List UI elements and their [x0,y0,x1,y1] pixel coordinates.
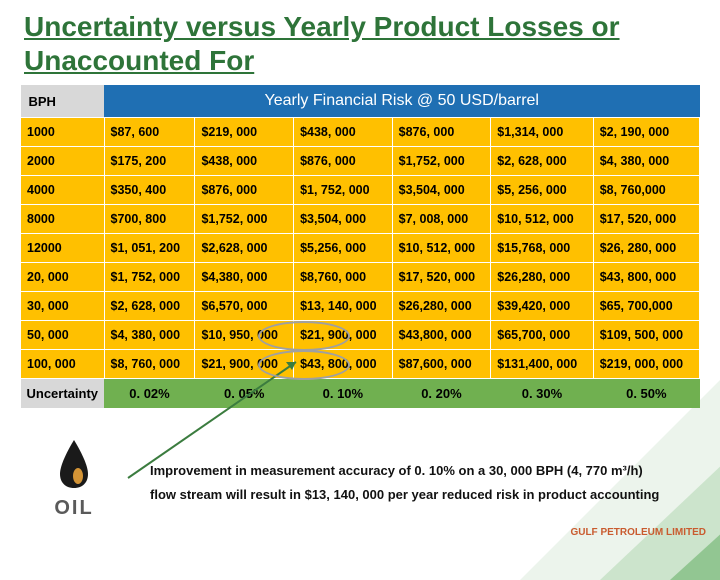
value-cell: $43, 800, 000 [593,263,699,292]
bph-cell: 20, 000 [21,263,105,292]
value-cell: $438, 000 [294,118,393,147]
footer-brand: GULF PETROLEUM LIMITED [570,527,706,538]
value-cell: $2, 628, 000 [104,292,195,321]
uncertainty-pct: 0. 20% [392,379,491,409]
value-cell: $1, 051, 200 [104,234,195,263]
value-cell: $4, 380, 000 [104,321,195,350]
value-cell: $2,628, 000 [195,234,294,263]
value-cell: $65, 700,000 [593,292,699,321]
value-cell: $175, 200 [104,147,195,176]
bph-cell: 4000 [21,176,105,205]
caption-line-1: Improvement in measurement accuracy of 0… [150,463,643,478]
uncertainty-pct: 0. 30% [491,379,593,409]
bph-cell: 2000 [21,147,105,176]
value-cell: $6,570, 000 [195,292,294,321]
oil-label: OIL [34,497,114,520]
value-cell: $10, 950, 000 [195,321,294,350]
bph-cell: 50, 000 [21,321,105,350]
value-cell: $3,504, 000 [294,205,393,234]
value-cell: $39,420, 000 [491,292,593,321]
value-cell: $43, 800, 000 [294,350,393,379]
value-cell: $10, 512, 000 [491,205,593,234]
bph-cell: 1000 [21,118,105,147]
value-cell: $350, 400 [104,176,195,205]
value-cell: $4, 380, 000 [593,147,699,176]
value-cell: $1,314, 000 [491,118,593,147]
value-cell: $26, 280, 000 [593,234,699,263]
value-cell: $13, 140, 000 [294,292,393,321]
caption-line-2: flow stream will result in $13, 140, 000… [150,487,659,502]
oil-logo: OIL [34,438,114,520]
value-cell: $65,700, 000 [491,321,593,350]
value-cell: $15,768, 000 [491,234,593,263]
value-cell: $438, 000 [195,147,294,176]
bph-header: BPH [21,85,105,118]
oil-drop-icon [54,438,94,490]
value-cell: $219, 000, 000 [593,350,699,379]
value-cell: $4,380, 000 [195,263,294,292]
value-cell: $3,504, 000 [392,176,491,205]
value-cell: $1, 752, 000 [104,263,195,292]
bph-cell: 12000 [21,234,105,263]
risk-table-container: BPH Yearly Financial Risk @ 50 USD/barre… [0,85,720,408]
value-cell: $17, 520, 000 [392,263,491,292]
value-cell: $21, 900, 000 [294,321,393,350]
value-cell: $26,280, 000 [491,263,593,292]
value-cell: $8,760, 000 [294,263,393,292]
value-cell: $26,280, 000 [392,292,491,321]
uncertainty-label: Uncertainty [21,379,105,409]
value-cell: $10, 512, 000 [392,234,491,263]
uncertainty-pct: 0. 10% [294,379,393,409]
bph-cell: 100, 000 [21,350,105,379]
value-cell: $876, 000 [294,147,393,176]
banner-header: Yearly Financial Risk @ 50 USD/barrel [104,85,699,118]
value-cell: $7, 008, 000 [392,205,491,234]
value-cell: $700, 800 [104,205,195,234]
value-cell: $1, 752, 000 [294,176,393,205]
caption-text: Improvement in measurement accuracy of 0… [150,459,690,508]
value-cell: $5,256, 000 [294,234,393,263]
bph-cell: 30, 000 [21,292,105,321]
value-cell: $2, 628, 000 [491,147,593,176]
risk-table: BPH Yearly Financial Risk @ 50 USD/barre… [20,85,700,408]
uncertainty-pct: 0. 50% [593,379,699,409]
value-cell: $5, 256, 000 [491,176,593,205]
value-cell: $43,800, 000 [392,321,491,350]
value-cell: $17, 520, 000 [593,205,699,234]
value-cell: $2, 190, 000 [593,118,699,147]
uncertainty-pct: 0. 05% [195,379,294,409]
value-cell: $876, 000 [195,176,294,205]
value-cell: $109, 500, 000 [593,321,699,350]
value-cell: $8, 760, 000 [104,350,195,379]
value-cell: $1,752, 000 [195,205,294,234]
value-cell: $131,400, 000 [491,350,593,379]
value-cell: $876, 000 [392,118,491,147]
slide-title: Uncertainty versus Yearly Product Losses… [0,0,720,85]
bph-cell: 8000 [21,205,105,234]
value-cell: $8, 760,000 [593,176,699,205]
value-cell: $219, 000 [195,118,294,147]
uncertainty-pct: 0. 02% [104,379,195,409]
value-cell: $87, 600 [104,118,195,147]
value-cell: $1,752, 000 [392,147,491,176]
value-cell: $21, 900, 000 [195,350,294,379]
value-cell: $87,600, 000 [392,350,491,379]
